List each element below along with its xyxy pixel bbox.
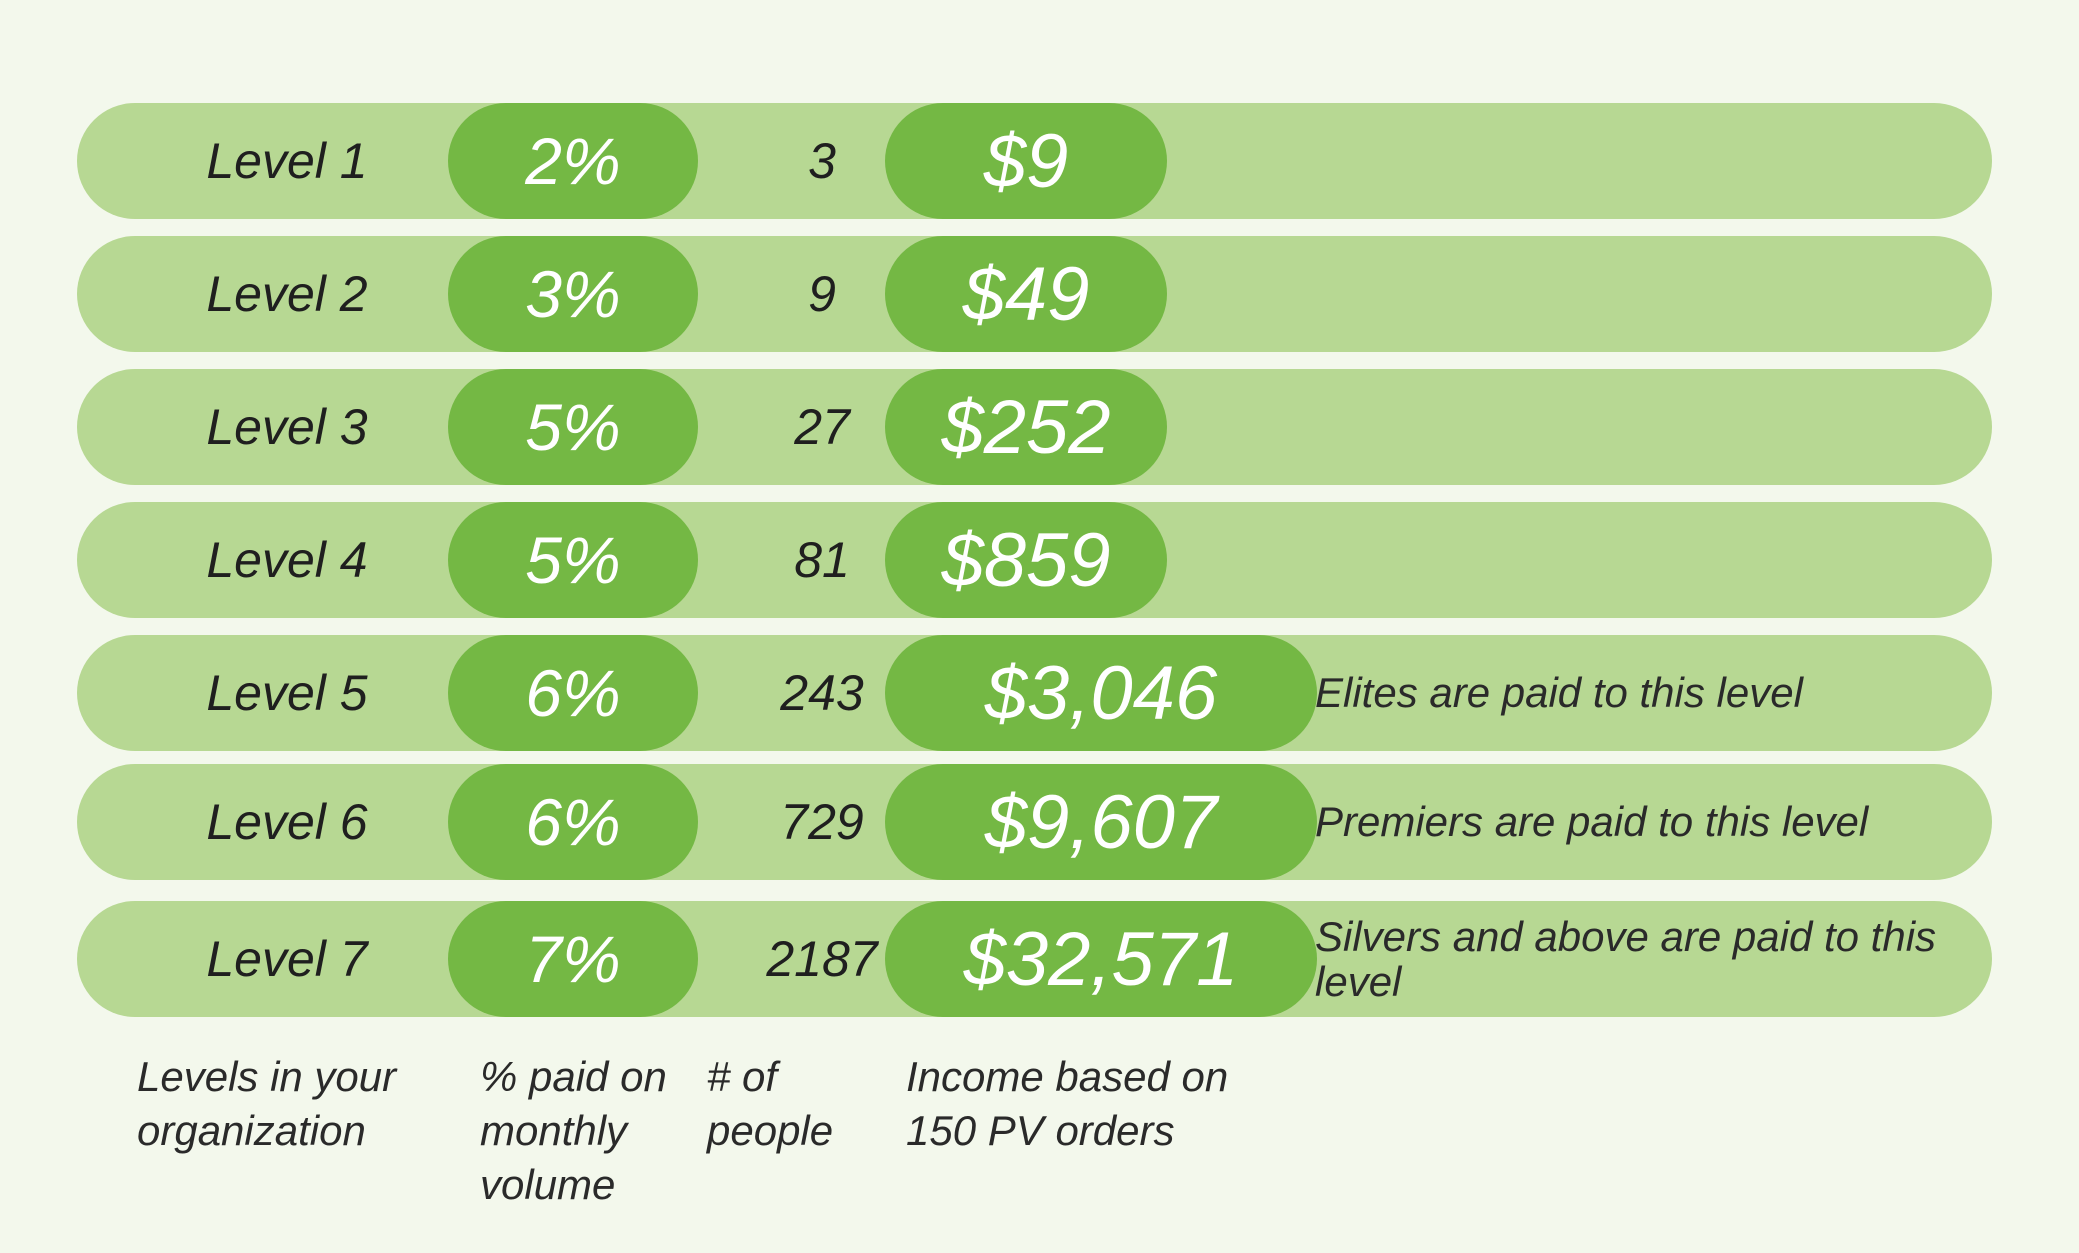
level-label: Level 6 <box>206 794 368 850</box>
people-count: 9 <box>808 266 836 322</box>
caption-income-line: Income based on <box>906 1053 1229 1100</box>
caption-percent: % paid on monthly volume <box>480 1050 667 1211</box>
people-count: 81 <box>794 532 850 588</box>
income-pill: $252 <box>885 369 1167 485</box>
caption-levels: Levels in your organization <box>137 1050 396 1158</box>
caption-percent-line: volume <box>480 1160 616 1208</box>
level-label: Level 5 <box>206 665 368 721</box>
people-count: 729 <box>780 794 864 850</box>
level-label: Level 4 <box>206 532 368 588</box>
people-count: 27 <box>794 399 850 455</box>
table-row: Level 4 5% 81 $859 <box>77 502 1992 618</box>
level-label: Level 1 <box>206 133 368 189</box>
income-pill: $9,607 <box>885 764 1317 880</box>
table-row: Level 6 6% 729 $9,607 Premiers are paid to t… <box>77 764 1992 880</box>
table-row: Level 1 2% 3 $9 <box>77 103 1992 219</box>
table-row: Level 7 7% 2187 $32,571 Silvers and above ar… <box>77 901 1992 1017</box>
caption-people-line: # of <box>707 1053 778 1100</box>
percent-pill: 7% <box>448 901 698 1017</box>
caption-income: Income based on 150 PV orders <box>906 1050 1228 1158</box>
caption-income-line: 150 PV orders <box>906 1106 1175 1154</box>
table-row: Level 5 6% 243 $3,046 Elites are paid to thi… <box>77 635 1992 751</box>
level-label: Level 3 <box>206 399 368 455</box>
percent-pill: 6% <box>448 764 698 880</box>
caption-people: # of people <box>707 1050 833 1158</box>
table-row: Level 2 3% 9 $49 <box>77 236 1992 352</box>
income-pill: $9 <box>885 103 1167 219</box>
percent-pill: 2% <box>448 103 698 219</box>
income-pill: $49 <box>885 236 1167 352</box>
percent-pill: 3% <box>448 236 698 352</box>
income-pill: $32,571 <box>885 901 1317 1017</box>
level-label: Level 2 <box>206 266 368 322</box>
caption-percent-line: monthly <box>480 1106 628 1154</box>
level-label: Level 7 <box>206 931 368 987</box>
percent-pill: 6% <box>448 635 698 751</box>
percent-pill: 5% <box>448 502 698 618</box>
caption-levels-line: Levels in your <box>137 1053 397 1100</box>
level-note: Elites are paid to this level <box>1315 669 1803 717</box>
income-pill: $859 <box>885 502 1167 618</box>
caption-percent-line: % paid on <box>480 1053 667 1100</box>
percent-pill: 5% <box>448 369 698 485</box>
income-pill: $3,046 <box>885 635 1317 751</box>
caption-people-line: people <box>707 1106 834 1154</box>
caption-levels-line: organization <box>137 1106 366 1154</box>
people-count: 243 <box>780 665 864 721</box>
level-note: Premiers are paid to this level <box>1315 798 1869 846</box>
level-note: Silvers and above are paid to this level <box>1315 912 1937 1005</box>
table-row: Level 3 5% 27 $252 <box>77 369 1992 485</box>
people-count: 3 <box>808 133 836 189</box>
people-count: 2187 <box>766 931 878 987</box>
